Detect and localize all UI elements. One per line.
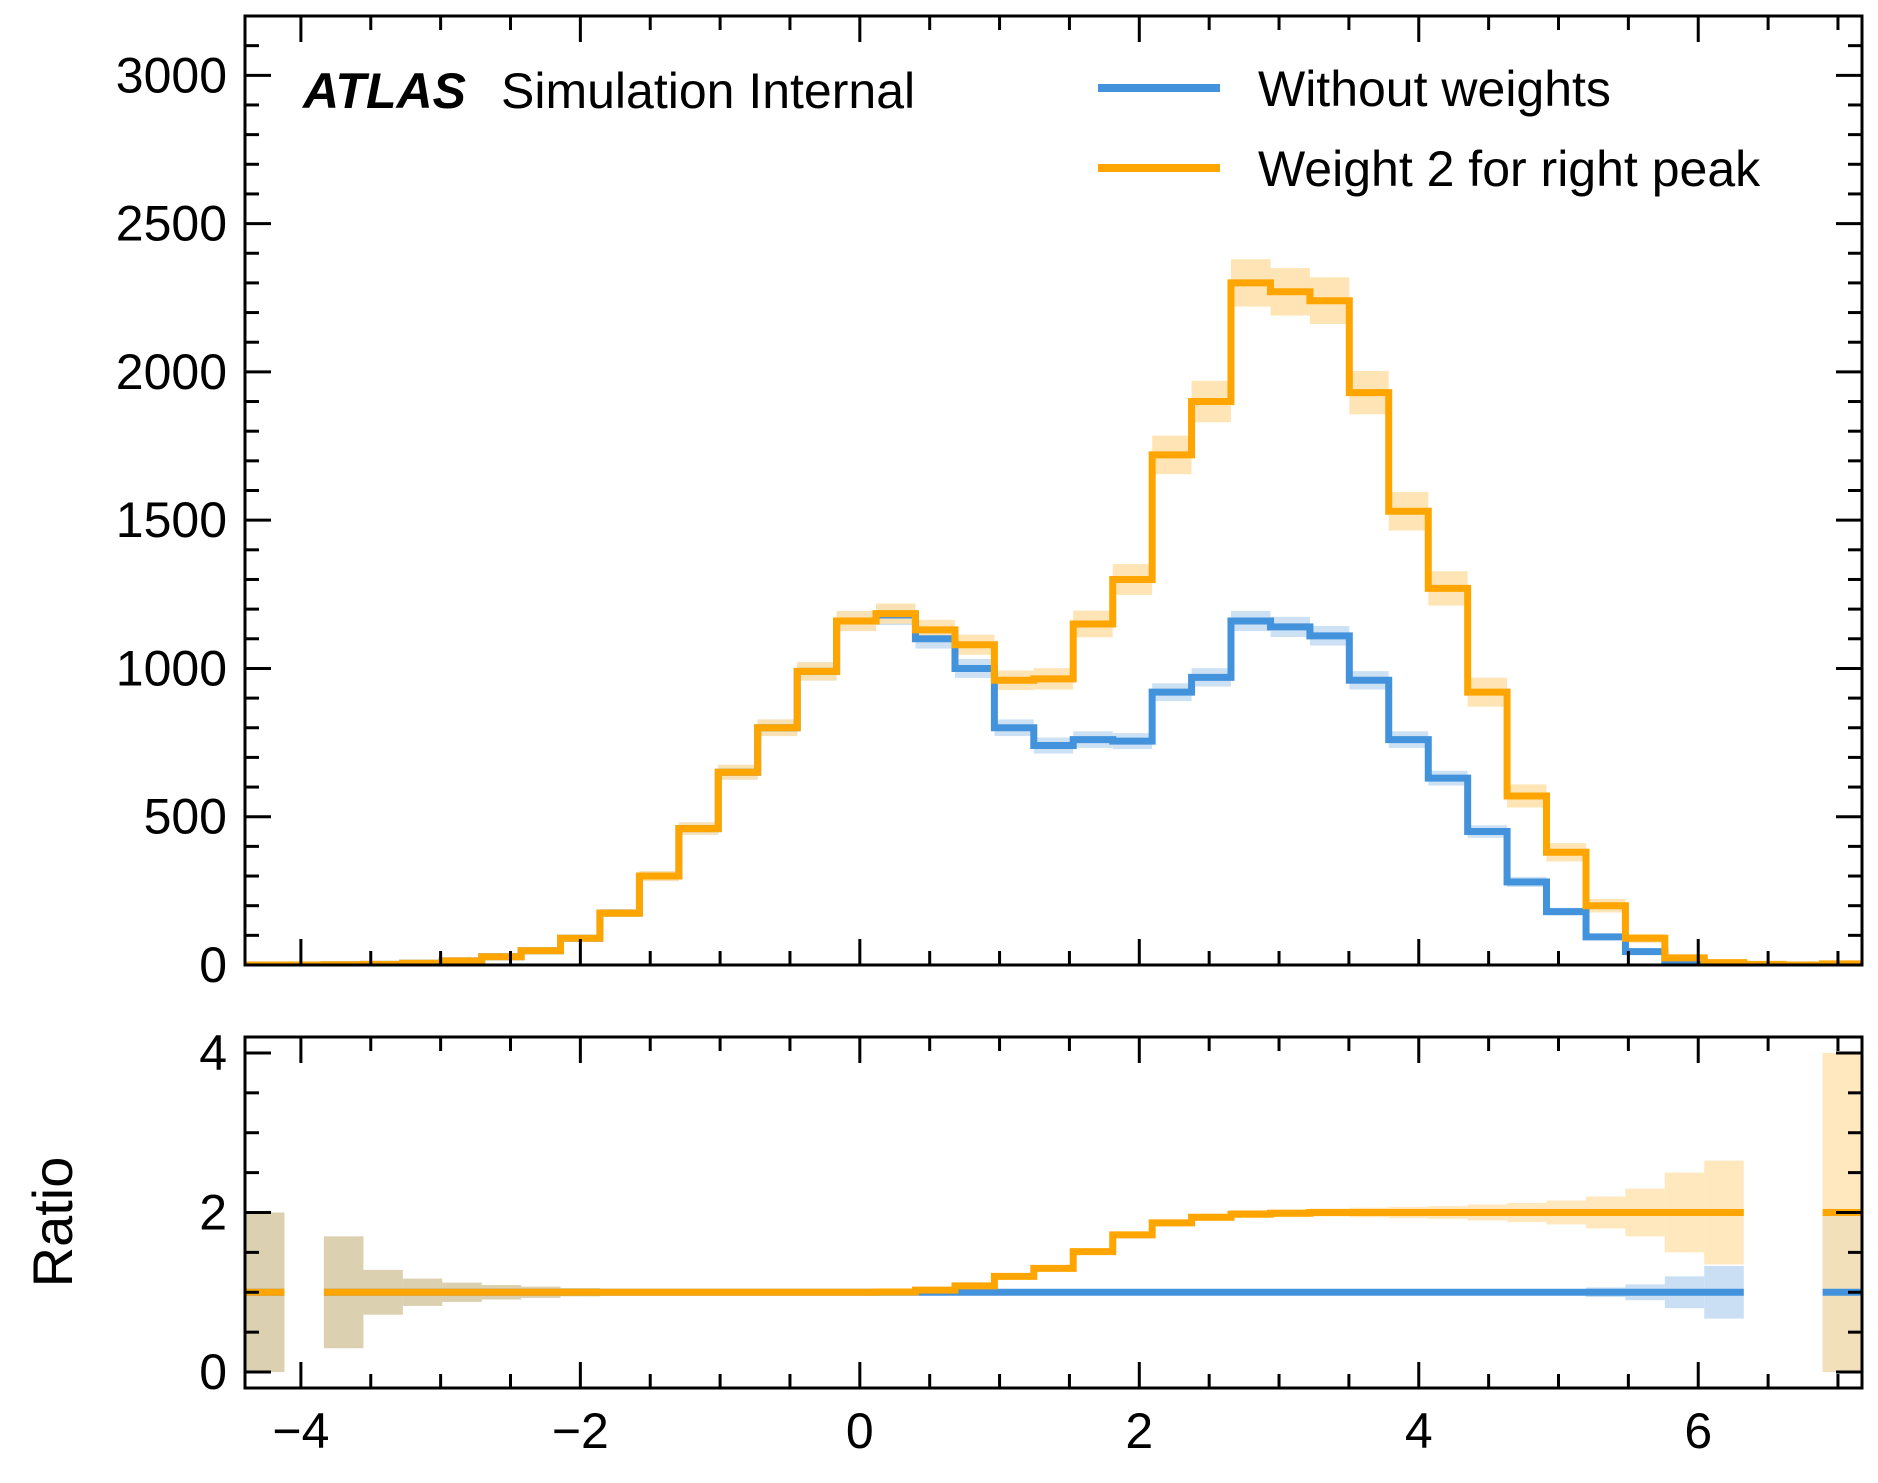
- x-tick-label: 0: [846, 1403, 874, 1459]
- axes-frames: [243, 14, 1864, 1390]
- legend-label-weighted: Weight 2 for right peak: [1258, 141, 1761, 197]
- legend: Without weights Weight 2 for right peak: [1098, 61, 1761, 197]
- main-histogram-lines: [245, 279, 1862, 965]
- tick-labels: −4 −2 0 2 4 6 0 500 1000 1500 2000 2500 3000 0 2 4: [116, 47, 1712, 1459]
- x-tick-label: −2: [552, 1403, 609, 1459]
- ratio-y-tick-label: 4: [199, 1025, 227, 1081]
- main-y-tick-label: 500: [144, 789, 227, 845]
- legend-label-without-weights: Without weights: [1258, 61, 1611, 117]
- ratio-y-tick-label: 2: [199, 1185, 227, 1241]
- x-tick-label: 2: [1125, 1403, 1153, 1459]
- main-y-tick-label: 3000: [116, 47, 227, 103]
- ratio-y-tick-label: 0: [199, 1344, 227, 1400]
- main-y-tick-label: 2500: [116, 196, 227, 252]
- axis-ticks: [245, 14, 1862, 1388]
- x-tick-label: 6: [1684, 1403, 1712, 1459]
- experiment-sublabel: Simulation Internal: [501, 63, 915, 119]
- main-y-tick-label: 0: [199, 937, 227, 993]
- main-y-tick-label: 1500: [116, 492, 227, 548]
- experiment-label: ATLAS: [301, 63, 466, 119]
- main-y-tick-label: 1000: [116, 640, 227, 696]
- ratio-y-axis-label: Ratio: [21, 1157, 84, 1288]
- histogram-line-weighted: [245, 279, 1862, 965]
- main-y-tick-label: 2000: [116, 344, 227, 400]
- main-error-bands: [323, 259, 1862, 965]
- x-tick-label: 4: [1405, 1403, 1433, 1459]
- x-tick-label: −4: [272, 1403, 329, 1459]
